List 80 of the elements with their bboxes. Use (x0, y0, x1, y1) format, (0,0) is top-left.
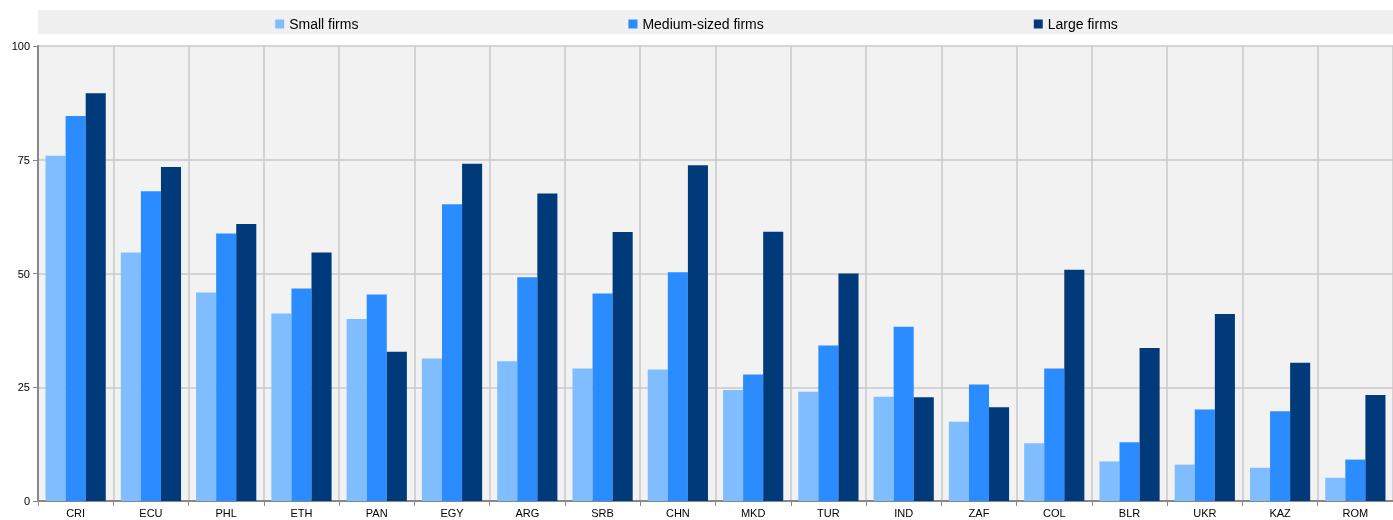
x-tick-label: IND (894, 506, 914, 519)
bar (196, 292, 217, 501)
bar (311, 252, 332, 501)
bar (346, 319, 367, 501)
bar (1249, 467, 1271, 501)
x-tick-label: CHN (665, 506, 690, 519)
bar (386, 351, 407, 501)
bar (1194, 409, 1215, 501)
bar (913, 397, 934, 501)
bar (1365, 394, 1386, 501)
bar (592, 293, 613, 501)
bar (120, 252, 141, 501)
legend-label: Large firms (1047, 16, 1118, 32)
bar (818, 345, 839, 501)
bar (612, 232, 633, 501)
x-tick-label: BLR (1118, 506, 1141, 519)
bar (85, 93, 106, 501)
x-tick-label: COL (1042, 506, 1066, 519)
x-tick-label: ROM (1342, 506, 1369, 519)
x-tick-label: EGY (440, 506, 465, 519)
bar (1099, 461, 1120, 501)
bar (873, 396, 894, 501)
bar (271, 313, 292, 501)
bar (572, 368, 593, 501)
bar (743, 374, 764, 501)
bar (537, 193, 558, 501)
bar (497, 361, 518, 501)
bar (366, 294, 387, 501)
bar (667, 272, 688, 501)
bar (1119, 442, 1140, 501)
bar (838, 273, 859, 501)
bar (763, 231, 784, 501)
x-tick-label: ZAF (968, 506, 990, 519)
bar (441, 204, 463, 501)
x-tick-label: MKD (740, 506, 766, 519)
x-tick-label: SRB (591, 506, 614, 519)
x-tick-label: UKR (1193, 506, 1217, 519)
bar (1214, 314, 1235, 501)
bar (948, 421, 969, 501)
y-tick-label: 50 (17, 267, 30, 280)
x-tick-label: TUR (817, 506, 840, 519)
y-tick-label: 75 (17, 153, 30, 166)
bar (45, 155, 66, 501)
bar (968, 384, 990, 501)
bar (291, 288, 312, 501)
bar (1044, 368, 1065, 501)
bar (1139, 348, 1160, 501)
bar (1290, 362, 1311, 501)
bar (893, 326, 914, 501)
bar (1270, 411, 1291, 501)
y-tick-label: 0 (23, 495, 30, 507)
bar (687, 165, 708, 501)
x-tick-label: ETH (290, 506, 313, 519)
legend-label: Medium-sized firms (642, 16, 764, 32)
bar (160, 167, 182, 501)
x-tick-label: PAN (365, 506, 388, 519)
x-tick-label: CRI (66, 506, 86, 519)
y-tick-label: 25 (17, 381, 30, 394)
bar (723, 389, 744, 501)
x-tick-label: ECU (139, 506, 163, 519)
bar (1064, 269, 1085, 501)
x-tick-label: PHL (215, 506, 237, 519)
bar (462, 163, 483, 501)
bar (1024, 443, 1045, 501)
bar (236, 223, 257, 501)
bar (1174, 464, 1195, 501)
bar (1325, 477, 1346, 501)
bar (647, 369, 668, 501)
x-tick-label: KAZ (1269, 506, 1292, 519)
bar (1345, 459, 1366, 501)
legend-label: Small firms (289, 16, 359, 32)
bar (140, 191, 161, 501)
bar (517, 277, 538, 501)
bar (65, 116, 86, 501)
bar (421, 358, 442, 501)
x-tick-label: ARG (515, 506, 540, 519)
bar (216, 233, 237, 501)
bar (989, 407, 1010, 501)
bar (798, 391, 819, 501)
y-tick-label: 100 (11, 40, 30, 52)
